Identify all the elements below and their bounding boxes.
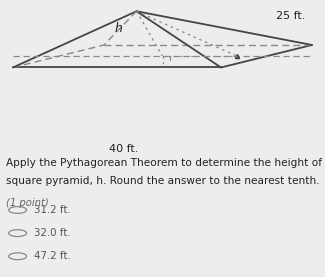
Text: 25 ft.: 25 ft. (276, 11, 306, 21)
Text: h: h (115, 22, 123, 35)
Text: 31.2 ft.: 31.2 ft. (33, 205, 70, 215)
Text: 40 ft.: 40 ft. (109, 144, 138, 154)
Text: (1 point): (1 point) (6, 198, 49, 208)
Text: 32.0 ft.: 32.0 ft. (33, 228, 70, 238)
Text: 47.2 ft.: 47.2 ft. (33, 251, 70, 261)
Text: square pyramid, h. Round the answer to the nearest tenth.: square pyramid, h. Round the answer to t… (6, 176, 320, 186)
Text: Apply the Pythagorean Theorem to determine the height of the: Apply the Pythagorean Theorem to determi… (6, 158, 325, 168)
